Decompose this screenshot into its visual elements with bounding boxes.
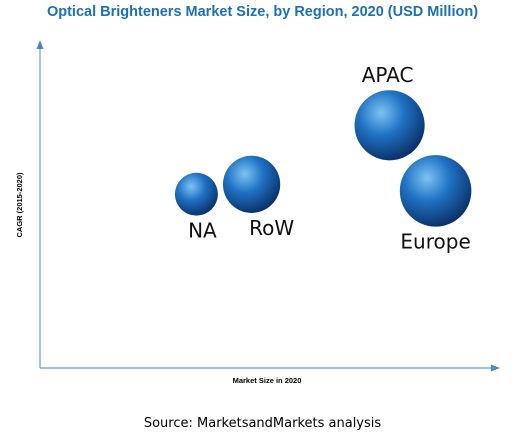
y-axis xyxy=(36,40,44,368)
bubble-label-europe: Europe xyxy=(400,230,470,254)
x-axis xyxy=(40,364,500,372)
x-axis-label: Market Size in 2020 xyxy=(233,376,302,385)
bubble-label-na: NA xyxy=(188,219,217,243)
y-axis-label: CAGR (2015-2020) xyxy=(15,172,24,238)
source-note: Source: MarketsandMarkets analysis xyxy=(143,416,382,431)
bubble-row xyxy=(222,155,281,213)
bubble-europe xyxy=(399,155,472,227)
bubble-apac xyxy=(354,90,425,161)
bubble-label-row: RoW xyxy=(249,216,294,240)
chart-title: Optical Brighteners Market Size, by Regi… xyxy=(46,4,479,20)
bubble-na xyxy=(174,172,218,216)
bubble-label-apac: APAC xyxy=(362,63,414,87)
